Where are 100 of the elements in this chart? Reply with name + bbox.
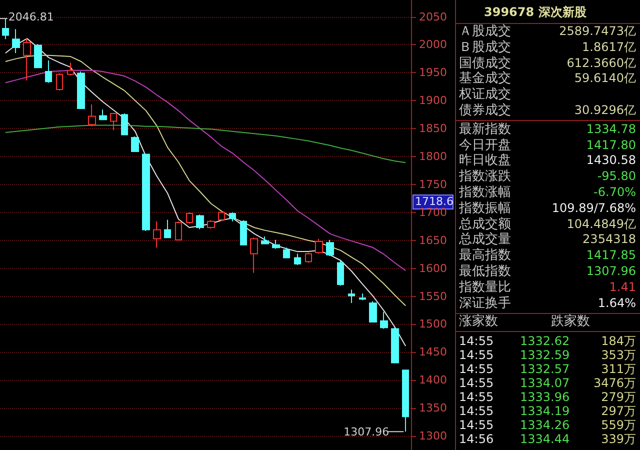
text: 14:55 [459, 362, 494, 377]
category-label: 最低指数 [459, 264, 511, 279]
text: 1.8617亿 [582, 40, 636, 54]
category-label: 权证成交 [459, 87, 511, 102]
text: 1332.59 [520, 348, 570, 363]
text: 1332.57 [520, 362, 570, 377]
line-series [4, 38, 406, 347]
text: 559万 [601, 418, 636, 433]
text: 1417.80 [586, 138, 636, 152]
text: 14:55 [459, 404, 494, 419]
text: 1334.26 [520, 418, 570, 433]
category-label: 总成交量 [459, 232, 511, 247]
candlestick [391, 327, 399, 364]
candlestick [88, 104, 96, 127]
category-label: Ａ股成交 [459, 24, 511, 39]
text: 14:55 [459, 376, 494, 391]
annotation: 2046.81 [8, 10, 54, 24]
candlestick [186, 212, 193, 224]
text: 3476万 [593, 376, 636, 391]
text: 297万 [601, 404, 636, 419]
candlestick [196, 214, 204, 230]
category-label: 指数量比 [459, 280, 511, 295]
text: 30.9296亿 [574, 103, 636, 117]
candlestick [77, 71, 85, 109]
candlestick [294, 253, 301, 266]
category-label: 总成交额 [459, 217, 511, 232]
text: 涨家数 [459, 314, 498, 329]
text: 399678 深次新股 [484, 5, 586, 20]
candlestick [240, 220, 247, 246]
y-tick-label: 1850 [419, 122, 447, 136]
text: 2589.7473亿 [559, 24, 636, 38]
candlestick [153, 220, 161, 248]
candlestick [369, 300, 377, 324]
text: 14:55 [459, 390, 494, 405]
y-tick-label: 2000 [419, 38, 447, 52]
candlestick [164, 219, 171, 239]
text: 339万 [601, 432, 636, 447]
annotation: 1307.96 [344, 426, 390, 439]
candlestick [315, 238, 323, 254]
candlestick [131, 136, 139, 153]
text: 1417.85 [586, 248, 636, 262]
text: 1307.96 [586, 264, 636, 278]
text: -95.80 [597, 169, 636, 183]
y-tick-label: 1300 [419, 430, 447, 443]
category-label: 昨日收盘 [459, 153, 511, 168]
y-tick-label: 1900 [419, 94, 447, 108]
category-label: 基金成交 [459, 71, 511, 86]
candlestick [305, 252, 312, 264]
text: 2354318 [582, 232, 636, 246]
text: 14:55 [459, 348, 494, 363]
text: 184万 [601, 334, 636, 349]
text: 279万 [601, 390, 636, 405]
candlestick [23, 38, 31, 81]
category-label: 指数涨跌 [459, 169, 511, 184]
candlestick [218, 210, 225, 222]
text: 14:55 [459, 334, 494, 349]
y-tick-label: 1750 [419, 178, 447, 191]
candlestick [142, 153, 150, 232]
category-label: 国债成交 [459, 56, 511, 71]
candlestick [229, 212, 236, 222]
text: 311万 [601, 362, 636, 377]
category-label: 最新指数 [459, 122, 511, 137]
candlestick [12, 28, 20, 54]
candlestick [56, 72, 63, 92]
text: 1334.78 [586, 122, 636, 136]
y-tick-label: 1600 [419, 262, 447, 275]
category-label: 指数涨幅 [459, 185, 511, 200]
candlestick [45, 60, 52, 84]
category-label: 债券成交 [459, 103, 511, 118]
candlestick [380, 311, 388, 330]
text: -6.70% [594, 185, 636, 199]
y-tick-label: 1950 [419, 66, 447, 80]
y-tick-label: 1500 [419, 318, 447, 331]
candlestick [2, 18, 9, 40]
candlestick [121, 112, 128, 136]
text: 1.41 [609, 280, 636, 294]
text: 1334.44 [520, 432, 570, 447]
text: 109.89/7.68% [552, 201, 636, 215]
candlestick [272, 239, 280, 250]
category-label: 指数振幅 [459, 201, 511, 216]
text: 跌家数 [551, 314, 590, 329]
candlestick [250, 237, 258, 274]
candlestick [402, 370, 409, 432]
y-tick-label: 1350 [419, 402, 447, 415]
y-tick-label: 1650 [419, 234, 447, 247]
candlestick [34, 44, 42, 68]
text: 353万 [601, 348, 636, 363]
candlestick [207, 220, 215, 230]
text: 1333.96 [520, 390, 570, 405]
y-tick-label: 1700 [419, 206, 447, 219]
y-tick-label: 1550 [419, 290, 447, 303]
y-tick-label: 2050 [419, 10, 447, 24]
text: 1332.62 [520, 334, 570, 349]
candlestick [110, 112, 117, 131]
y-tick-label: 1450 [419, 346, 447, 359]
annotation: 1718.6 [415, 195, 454, 208]
candlestick [67, 62, 74, 76]
category-label: Ｂ股成交 [459, 40, 511, 55]
y-tick-label: 1800 [419, 150, 447, 164]
candlestick [359, 292, 366, 301]
